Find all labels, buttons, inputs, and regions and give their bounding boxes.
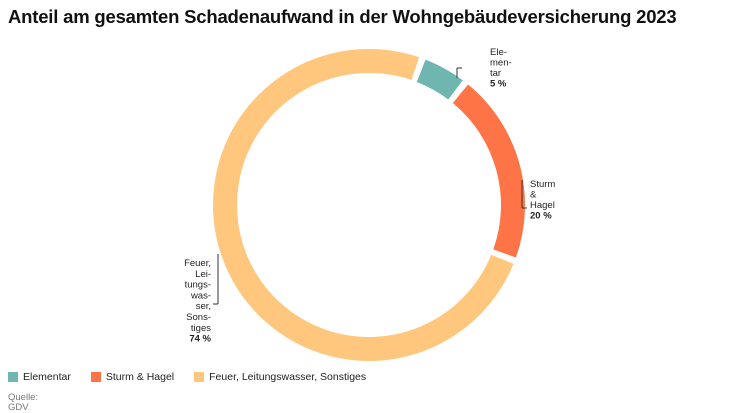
leader-elementar [456, 67, 462, 78]
legend-label: Sturm & Hagel [105, 371, 175, 383]
chart-title: Anteil am gesamten Schadenaufwand in der… [8, 6, 677, 27]
donut-slices [213, 49, 525, 362]
leader-sturm-hagel [521, 180, 527, 209]
source-note: Quelle: GDV [8, 393, 38, 413]
slice-labels: Ele-men-tar 5 % Sturm & Hagel 20 % Feuer, Lei-t… [184, 47, 555, 345]
legend-item-feuer[interactable]: Feuer, Leitungswasser, Sonstiges [194, 371, 366, 383]
slice-label-sturm-hagel: Sturm & Hagel 20 % [530, 179, 555, 222]
legend-item-elementar[interactable]: Elementar [8, 371, 71, 383]
legend-swatch [8, 372, 18, 382]
legend-swatch [194, 372, 205, 382]
source-label: Quelle: [8, 392, 39, 403]
slice-elementar[interactable] [416, 59, 463, 100]
legend-label: Elementar [23, 371, 71, 383]
legend: Elementar Sturm & Hagel Feuer, Leitungsw… [8, 371, 366, 383]
slice-label-elementar: Ele-men-tar 5 % [490, 47, 512, 90]
legend-label: Feuer, Leitungswasser, Sonstiges [209, 371, 367, 383]
slice-label-feuer: Feuer, Lei-tungs-was-ser, Sons-tiges 74 % [184, 258, 211, 345]
slice-sturm-hagel[interactable] [452, 84, 525, 258]
legend-swatch [90, 372, 101, 382]
legend-item-sturm-hagel[interactable]: Sturm & Hagel [90, 371, 175, 383]
leader-feuer [213, 254, 219, 305]
source-value: GDV [8, 402, 29, 413]
